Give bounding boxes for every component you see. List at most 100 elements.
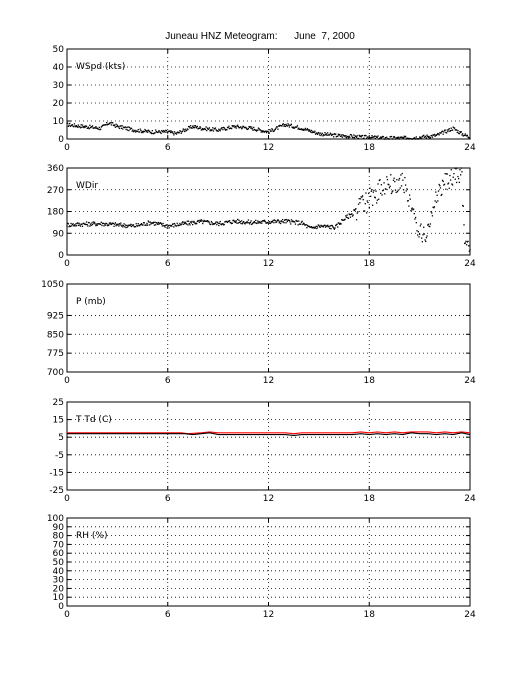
data-point	[399, 187, 401, 189]
x-tick-label: 12	[263, 610, 274, 620]
data-point	[137, 223, 139, 225]
data-point	[255, 222, 258, 225]
data-point	[310, 131, 312, 133]
data-point	[136, 225, 139, 227]
data-point	[424, 136, 426, 138]
data-point	[364, 203, 366, 205]
data-point	[424, 239, 426, 241]
data-point	[451, 129, 453, 131]
data-point	[264, 130, 266, 132]
data-point	[290, 219, 293, 221]
data-point	[171, 131, 173, 134]
data-point	[73, 225, 75, 227]
data-point	[460, 167, 462, 169]
data-point	[108, 224, 110, 227]
data-point	[147, 220, 149, 222]
data-point	[271, 129, 274, 131]
data-point	[347, 136, 349, 138]
data-point	[228, 220, 230, 222]
data-point	[185, 222, 187, 225]
data-point	[150, 131, 152, 134]
data-point	[398, 179, 400, 181]
data-point	[261, 131, 264, 133]
data-point	[323, 134, 325, 136]
data-point	[458, 181, 460, 184]
data-point	[447, 129, 450, 131]
y-tick-label: 70	[53, 540, 65, 550]
y-tick-label: -15	[49, 468, 64, 478]
data-point	[80, 124, 82, 126]
data-point	[83, 126, 85, 129]
data-point	[215, 221, 217, 223]
data-point	[278, 222, 280, 224]
data-point	[420, 223, 422, 225]
x-tick-label: 6	[165, 610, 171, 620]
data-point	[343, 135, 346, 137]
data-point	[164, 226, 166, 228]
data-point	[105, 222, 107, 224]
x-tick-label: 0	[64, 143, 70, 153]
data-point	[201, 129, 203, 131]
data-point	[238, 127, 240, 129]
data-point	[334, 227, 336, 229]
data-point	[212, 130, 215, 132]
data-point	[92, 221, 94, 223]
data-point	[363, 210, 365, 212]
data-point	[117, 125, 119, 128]
data-point	[89, 225, 91, 227]
data-point	[193, 125, 195, 127]
data-point	[394, 189, 397, 191]
data-point	[459, 130, 461, 133]
data-point	[154, 132, 156, 134]
data-point	[232, 219, 235, 221]
data-point	[300, 128, 302, 131]
x-tick-label: 12	[263, 143, 274, 153]
data-point	[239, 127, 241, 129]
data-point	[333, 228, 336, 230]
data-point	[288, 220, 291, 222]
data-point	[177, 224, 180, 227]
data-point	[158, 129, 160, 132]
data-point	[165, 129, 167, 131]
y-tick-label: 10	[53, 117, 65, 127]
data-point	[282, 218, 284, 221]
data-point	[442, 133, 444, 135]
data-point	[192, 221, 194, 223]
data-point	[272, 219, 274, 222]
data-point	[253, 128, 256, 131]
data-point	[410, 138, 412, 140]
data-point	[385, 138, 387, 140]
data-point	[213, 128, 215, 130]
data-point	[436, 194, 438, 196]
data-point	[234, 126, 236, 129]
x-tick-label: 24	[464, 143, 476, 153]
data-point	[416, 230, 418, 232]
data-point	[412, 209, 414, 211]
data-point	[147, 224, 149, 226]
data-point	[446, 129, 448, 131]
data-point	[185, 129, 188, 132]
data-point	[454, 178, 456, 180]
data-point	[80, 223, 82, 225]
data-point	[148, 221, 150, 223]
data-point	[282, 123, 284, 125]
data-point	[355, 208, 357, 210]
data-point	[91, 222, 93, 224]
data-point	[223, 127, 225, 129]
data-point	[379, 137, 381, 139]
data-point	[305, 129, 307, 131]
data-point	[72, 223, 74, 225]
data-point	[316, 227, 318, 230]
data-point	[392, 179, 395, 181]
data-point	[371, 135, 373, 137]
data-point	[322, 226, 325, 228]
data-point	[319, 132, 321, 134]
data-point	[122, 128, 124, 130]
data-point	[339, 135, 342, 137]
data-point	[155, 129, 157, 131]
data-point	[274, 220, 276, 222]
data-point	[455, 168, 457, 170]
data-point	[342, 134, 344, 136]
data-point	[208, 127, 211, 129]
data-point	[162, 131, 164, 133]
